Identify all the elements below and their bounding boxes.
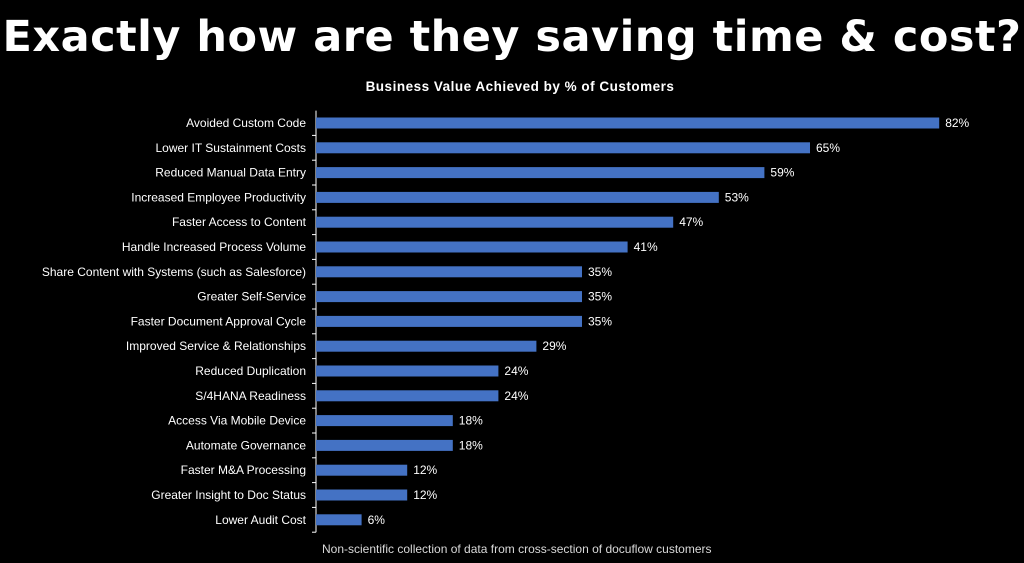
- bar: [316, 340, 537, 352]
- category-label: Greater Self-Service: [197, 290, 306, 304]
- bar: [316, 117, 940, 129]
- bar: [316, 216, 674, 228]
- category-label: Automate Governance: [186, 438, 306, 452]
- data-label: 24%: [504, 364, 528, 378]
- data-label: 24%: [504, 389, 528, 403]
- bar: [316, 514, 362, 526]
- category-label: Handle Increased Process Volume: [122, 240, 306, 254]
- slide-headline: Exactly how are they saving time & cost?: [2, 12, 1022, 62]
- bar: [316, 315, 582, 327]
- bar: [316, 167, 765, 179]
- data-label: 47%: [679, 215, 703, 229]
- bar: [316, 266, 582, 278]
- data-label: 6%: [368, 513, 386, 527]
- data-label: 12%: [413, 463, 437, 477]
- bar: [316, 390, 499, 402]
- bar: [316, 439, 453, 451]
- data-label: 18%: [459, 438, 483, 452]
- data-label: 41%: [634, 240, 658, 254]
- bar: [316, 291, 582, 303]
- category-label: Share Content with Systems (such as Sale…: [42, 265, 306, 279]
- data-label: 12%: [413, 488, 437, 502]
- bar: [316, 241, 628, 253]
- data-label: 82%: [945, 116, 969, 130]
- category-label: Avoided Custom Code: [186, 116, 306, 130]
- chart-title: Business Value Achieved by % of Customer…: [365, 79, 675, 94]
- data-label: 53%: [725, 190, 749, 204]
- bar: [316, 415, 453, 427]
- category-label: Faster Document Approval Cycle: [131, 314, 307, 328]
- category-label: Improved Service & Relationships: [126, 339, 306, 353]
- category-label: Reduced Manual Data Entry: [155, 166, 306, 180]
- category-label: Lower Audit Cost: [215, 513, 306, 527]
- data-label: 65%: [816, 141, 840, 155]
- bar: [316, 191, 719, 203]
- category-label: Access Via Mobile Device: [168, 414, 306, 428]
- category-label: Faster Access to Content: [172, 215, 307, 229]
- data-label: 35%: [588, 290, 612, 304]
- category-label: Lower IT Sustainment Costs: [155, 141, 306, 155]
- data-label: 29%: [542, 339, 566, 353]
- category-label: Greater Insight to Doc Status: [151, 488, 306, 502]
- data-label: 59%: [770, 166, 794, 180]
- data-label: 35%: [588, 314, 612, 328]
- bar: [316, 489, 408, 501]
- bar: [316, 464, 408, 476]
- data-label: 18%: [459, 414, 483, 428]
- chart-footnote: Non-scientific collection of data from c…: [322, 542, 712, 556]
- category-label: S/4HANA Readiness: [195, 389, 306, 403]
- category-label: Faster M&A Processing: [181, 463, 306, 477]
- category-label: Increased Employee Productivity: [131, 190, 306, 204]
- bar: [316, 365, 499, 377]
- category-label: Reduced Duplication: [195, 364, 306, 378]
- bar: [316, 142, 810, 154]
- data-label: 35%: [588, 265, 612, 279]
